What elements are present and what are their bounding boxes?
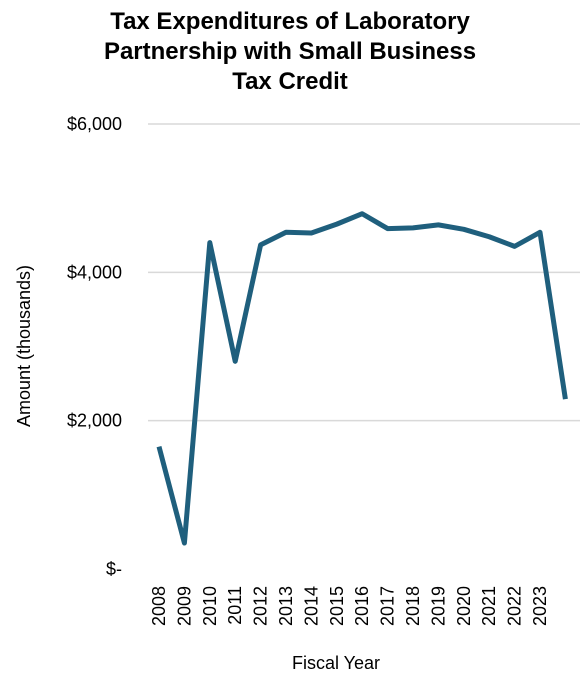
x-tick-label: 2015 — [327, 586, 347, 626]
series-layer — [156, 211, 568, 546]
chart-title-line-1: Tax Expenditures of Laboratory — [110, 8, 470, 35]
y-tick-label: $- — [106, 559, 122, 579]
x-tick-label: 2012 — [251, 586, 271, 626]
y-tick-label: $4,000 — [67, 262, 122, 282]
x-tick-label: 2011 — [225, 586, 245, 625]
x-axis-tick-labels: 2008 2009 2010 2011 2012 2013 2014 2015 2016 2017… — [149, 586, 550, 626]
x-tick-label: 2016 — [352, 586, 372, 626]
x-tick-label: 2023 — [530, 586, 550, 626]
x-tick-label: 2010 — [200, 586, 220, 626]
chart-title-line-2: Partnership with Small Business — [104, 38, 476, 65]
x-axis-label: Fiscal Year — [292, 653, 380, 673]
y-axis-tick-labels: $- $2,000 $4,000 $6,000 — [67, 114, 122, 579]
chart-title-line-3: Tax Credit — [232, 68, 348, 95]
x-tick-label: 2020 — [454, 586, 474, 626]
x-tick-label: 2022 — [505, 586, 525, 626]
y-tick-label: $2,000 — [67, 411, 122, 431]
series-line — [156, 211, 568, 546]
y-tick-label: $6,000 — [67, 114, 122, 134]
x-tick-label: 2021 — [479, 586, 499, 626]
x-tick-label: 2017 — [378, 586, 398, 626]
y-axis-label: Amount (thousands) — [14, 265, 34, 427]
x-tick-label: 2013 — [276, 586, 296, 626]
x-tick-label: 2019 — [428, 586, 448, 626]
x-tick-label: 2018 — [403, 586, 423, 626]
gridlines — [148, 123, 580, 422]
x-tick-label: 2014 — [301, 586, 321, 626]
x-tick-label: 2009 — [174, 586, 194, 626]
x-tick-label: 2008 — [149, 586, 169, 626]
